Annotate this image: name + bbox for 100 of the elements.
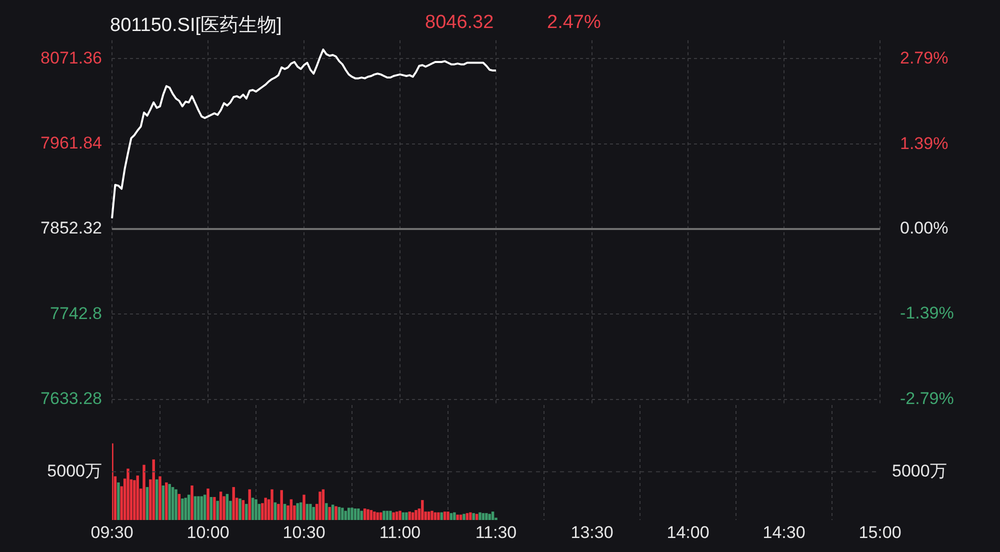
ref-line-label: 5000万	[47, 461, 102, 480]
x-tick-label: 11:30	[475, 522, 517, 542]
bar	[443, 512, 446, 520]
bar	[437, 512, 440, 520]
bar	[459, 514, 462, 520]
bar	[414, 510, 418, 520]
bar	[322, 489, 325, 520]
bar	[370, 510, 373, 520]
bar	[434, 512, 437, 520]
bar	[402, 512, 405, 520]
bar	[392, 512, 395, 520]
y2-tick-label: -2.79%	[900, 389, 954, 408]
x-tick-label: 15:00	[858, 522, 902, 542]
bar	[478, 512, 482, 520]
bar	[197, 496, 200, 520]
bar	[126, 468, 130, 520]
bar	[405, 512, 408, 520]
bar	[158, 476, 162, 520]
bar	[200, 496, 203, 520]
bar	[386, 510, 389, 520]
bar	[472, 513, 475, 520]
bar	[270, 489, 274, 520]
y-tick-label: 7852.32	[40, 218, 102, 238]
bar	[338, 506, 341, 520]
bar	[389, 510, 392, 520]
bar	[280, 490, 283, 520]
y2-tick-label: -1.39%	[900, 304, 954, 323]
x-tick-label: 14:30	[762, 522, 806, 542]
bar	[325, 503, 328, 520]
bar	[482, 513, 485, 520]
bar	[258, 504, 261, 520]
y2-tick-label: 2.79%	[900, 48, 948, 68]
bar	[232, 487, 235, 520]
bar	[354, 508, 357, 520]
bar	[440, 512, 443, 520]
bar	[168, 484, 171, 520]
bar	[117, 482, 120, 520]
y2-tick-label: 1.39%	[900, 134, 948, 153]
bar	[466, 513, 469, 520]
x-tick-label: 09:30	[90, 522, 134, 542]
bar	[299, 502, 302, 520]
bar	[178, 494, 181, 520]
bar	[283, 504, 286, 520]
y2-tick-label: 0.00%	[900, 218, 948, 238]
bar	[334, 506, 338, 520]
bar	[382, 510, 386, 520]
bar	[421, 500, 424, 520]
bar	[296, 503, 299, 520]
bar	[363, 508, 366, 520]
bar	[302, 494, 306, 520]
bar	[453, 512, 456, 520]
text: 8046.32	[425, 12, 494, 34]
bar	[136, 476, 139, 520]
bar	[309, 504, 312, 520]
bar	[274, 502, 277, 520]
x-tick-label: 13:30	[570, 522, 614, 542]
bar	[306, 504, 309, 520]
bar	[491, 512, 494, 520]
bar	[373, 512, 376, 520]
bar	[469, 512, 472, 520]
bar	[171, 487, 174, 520]
bar	[379, 512, 382, 520]
bar	[203, 494, 206, 520]
text: 2.47%	[547, 12, 601, 34]
x-tick-label: 10:00	[186, 522, 230, 542]
bar	[216, 500, 219, 520]
bar	[264, 498, 267, 520]
bar	[190, 486, 194, 520]
bar	[376, 512, 379, 520]
bar	[357, 508, 360, 520]
bar	[450, 513, 453, 520]
bar	[360, 510, 363, 520]
bar	[213, 497, 216, 520]
bar	[485, 513, 488, 520]
bar	[462, 514, 466, 520]
bar	[146, 487, 149, 520]
bar	[142, 464, 146, 520]
bar	[187, 494, 190, 520]
bar	[427, 512, 430, 520]
bar	[411, 512, 414, 520]
bar	[254, 499, 258, 520]
bar	[242, 500, 245, 520]
bar	[344, 510, 347, 520]
x-tick-label: 10:30	[282, 522, 326, 542]
bar	[318, 492, 322, 520]
bar	[184, 498, 187, 520]
y-tick-label: 8071.36	[40, 48, 102, 68]
bar	[245, 504, 248, 520]
bar	[395, 512, 398, 520]
bar	[181, 498, 184, 520]
chart-title: 801150.SI[医药生物]	[110, 14, 282, 38]
bar	[206, 488, 210, 520]
bar	[290, 499, 293, 520]
bar	[165, 482, 168, 520]
bar	[398, 510, 402, 520]
bar	[162, 486, 165, 520]
bar	[331, 504, 334, 520]
bar	[350, 508, 354, 520]
bar	[328, 506, 331, 520]
bar	[238, 498, 242, 520]
